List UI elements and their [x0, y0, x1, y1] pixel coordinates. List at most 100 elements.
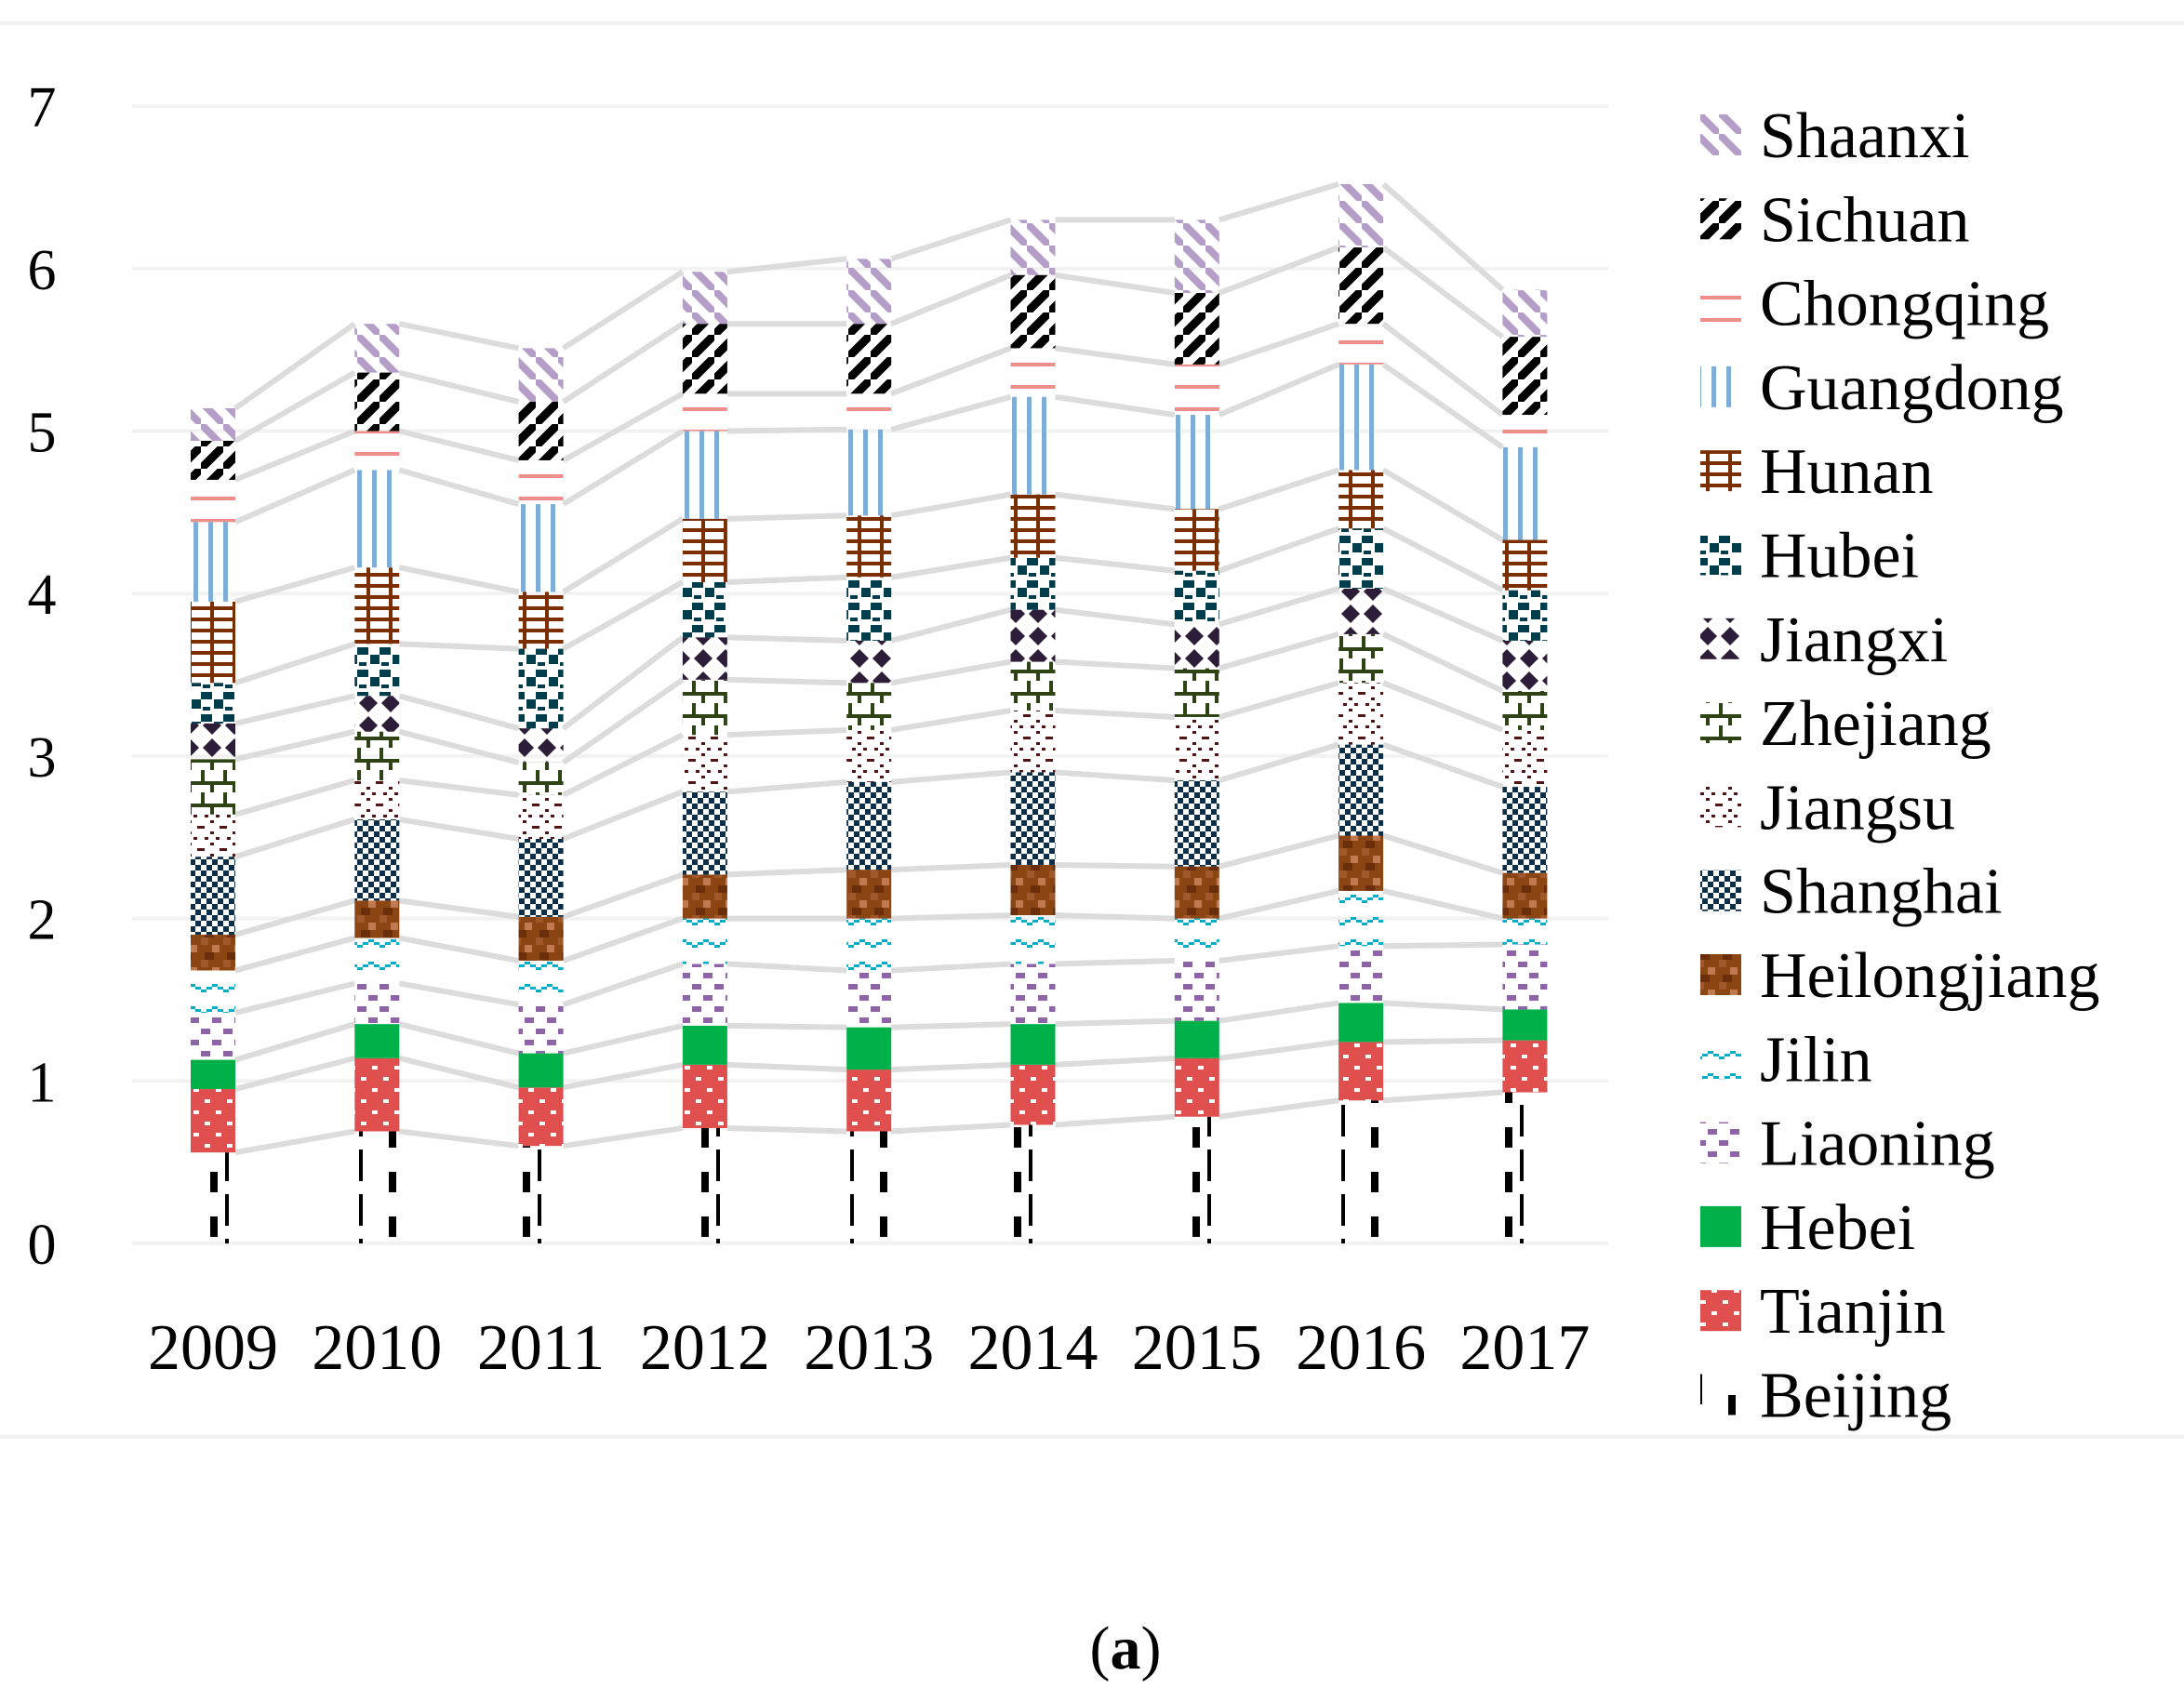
- legend-swatch: [1700, 1122, 1741, 1163]
- connector-line-hunan: [234, 565, 356, 605]
- bar-heilongjiang-2011: [518, 916, 564, 962]
- bar-tianjin-2011: [518, 1087, 564, 1147]
- bar-beijing-2014: [1010, 1124, 1056, 1243]
- bar-heilongjiang-2010: [354, 900, 400, 938]
- bar-shaanxi-2016: [1338, 183, 1384, 248]
- bar-guangdong-2017: [1502, 446, 1548, 540]
- connector-line-heilongjiang: [562, 871, 684, 920]
- connector-line-jiangxi: [234, 693, 355, 726]
- x-tick-label: 2014: [968, 1312, 1099, 1384]
- connector-line-beijing: [726, 1124, 847, 1135]
- legend-item-beijing: Beijing: [1700, 1361, 1951, 1432]
- connector-line-shaanxi: [890, 217, 1012, 262]
- bar-jiangsu-2014: [1010, 710, 1056, 773]
- connector-line-tianjin: [1383, 1037, 1503, 1045]
- connector-line-heilongjiang: [1382, 832, 1504, 876]
- bar-hunan-2011: [518, 591, 564, 649]
- connector-line-shanghai: [1382, 741, 1504, 790]
- legend-label: Liaoning: [1760, 1109, 1995, 1180]
- connector-line-zhejiang: [398, 728, 520, 765]
- connector-line-hunan: [398, 565, 520, 595]
- bar-jiangxi-2015: [1174, 624, 1219, 669]
- connector-line-beijing: [563, 1124, 684, 1150]
- connector-line-heilongjiang: [891, 861, 1011, 873]
- bar-tianjin-2016: [1338, 1042, 1384, 1101]
- connector-line-hebei: [1055, 1017, 1175, 1028]
- connector-line-jilin: [1219, 887, 1339, 922]
- bar-beijing-2009: [191, 1152, 235, 1243]
- connector-line-tianjin: [891, 1061, 1011, 1073]
- legend-item-jiangsu: Jiangsu: [1700, 772, 1955, 844]
- bar-beijing-2010: [354, 1131, 400, 1243]
- bar-jilin-2009: [191, 970, 235, 1013]
- bar-guangdong-2010: [354, 470, 400, 568]
- connector-line-zhejiang: [726, 676, 847, 686]
- y-tick-label: 3: [28, 726, 57, 790]
- connector-line-guangdong: [398, 467, 520, 507]
- bar-zhejiang-2015: [1174, 668, 1219, 717]
- bar-hebei-2012: [682, 1025, 727, 1065]
- bar-heilongjiang-2016: [1338, 835, 1384, 891]
- bar-shanghai-2012: [682, 791, 727, 875]
- bar-liaoning-2016: [1338, 946, 1384, 1003]
- bar-zhejiang-2014: [1010, 661, 1056, 711]
- connector-line-zhejiang: [561, 677, 685, 765]
- x-axis-ticks: 2009 2010 2011 2012 2013 2014 2015 2016 2017: [148, 1312, 1590, 1384]
- bar-zhejiang-2012: [682, 679, 727, 736]
- legend-label: Jilin: [1760, 1024, 1872, 1096]
- connector-line-jiangsu: [890, 708, 1011, 733]
- bar-jiangsu-2015: [1174, 716, 1219, 781]
- connector-line-shanghai: [1055, 769, 1176, 784]
- connector-line-jilin: [891, 912, 1011, 922]
- legend-swatch: [1700, 198, 1741, 240]
- x-tick-label: 2015: [1132, 1312, 1262, 1384]
- y-tick-label: 0: [28, 1214, 57, 1277]
- connector-line-jiangxi: [1381, 586, 1504, 644]
- y-tick-label: 7: [28, 76, 57, 140]
- bar-zhejiang-2011: [518, 762, 564, 795]
- connector-line-chongqing: [562, 391, 685, 463]
- connector-line-jiangxi: [398, 693, 520, 732]
- connector-line-chongqing: [1218, 321, 1340, 367]
- connector-line-hubei: [399, 641, 519, 652]
- bar-liaoning-2012: [682, 963, 727, 1026]
- connector-line-shanghai: [726, 778, 847, 795]
- connector-line-tianjin: [563, 1061, 684, 1091]
- bar-shanghai-2009: [191, 857, 235, 936]
- connector-line-heilongjiang: [1219, 832, 1339, 870]
- bar-shaanxi-2013: [846, 259, 892, 325]
- bar-hunan-2010: [354, 567, 400, 645]
- connector-line-jiangsu: [1055, 707, 1175, 720]
- bar-sichuan-2016: [1338, 247, 1384, 325]
- connector-line-shaanxi: [1381, 181, 1505, 292]
- connector-line-hunan: [890, 491, 1012, 519]
- connector-line-liaoning: [1383, 941, 1503, 950]
- bar-hebei-2015: [1174, 1020, 1219, 1058]
- connector-line-shaanxi: [561, 269, 685, 351]
- bar-tianjin-2013: [846, 1070, 892, 1132]
- connector-line-jiangsu: [398, 777, 519, 798]
- legend-swatch: [1700, 1038, 1741, 1080]
- legend-item-shaanxi: Shaanxi: [1700, 100, 1970, 172]
- legend-item-shanghai: Shanghai: [1700, 857, 2003, 928]
- connector-line-heilongjiang: [398, 897, 520, 920]
- legend-label: Shanghai: [1760, 857, 2003, 928]
- bar-sichuan-2011: [518, 402, 564, 460]
- connector-line-hubei: [726, 574, 847, 585]
- y-tick-label: 2: [28, 889, 57, 952]
- connector-line-sichuan: [1218, 245, 1340, 296]
- bar-shanghai-2014: [1010, 772, 1056, 865]
- legend-item-jiangxi: Jiangxi: [1700, 605, 1948, 676]
- connector-line-zhejiang: [1381, 631, 1504, 694]
- connector-line-sichuan: [890, 272, 1012, 326]
- bar-guangdong-2009: [191, 522, 235, 602]
- connector-line-jiangxi: [1218, 586, 1339, 628]
- bar-jilin-2015: [1174, 918, 1219, 962]
- connector-line-hunan: [726, 512, 847, 522]
- connector-line-jiangsu: [234, 777, 356, 817]
- bar-liaoning-2015: [1174, 961, 1219, 1021]
- connector-line-jilin: [562, 915, 684, 963]
- x-tick-label: 2017: [1459, 1312, 1590, 1384]
- legend-swatch: [1700, 282, 1741, 324]
- legend-label: Guangdong: [1760, 352, 2064, 424]
